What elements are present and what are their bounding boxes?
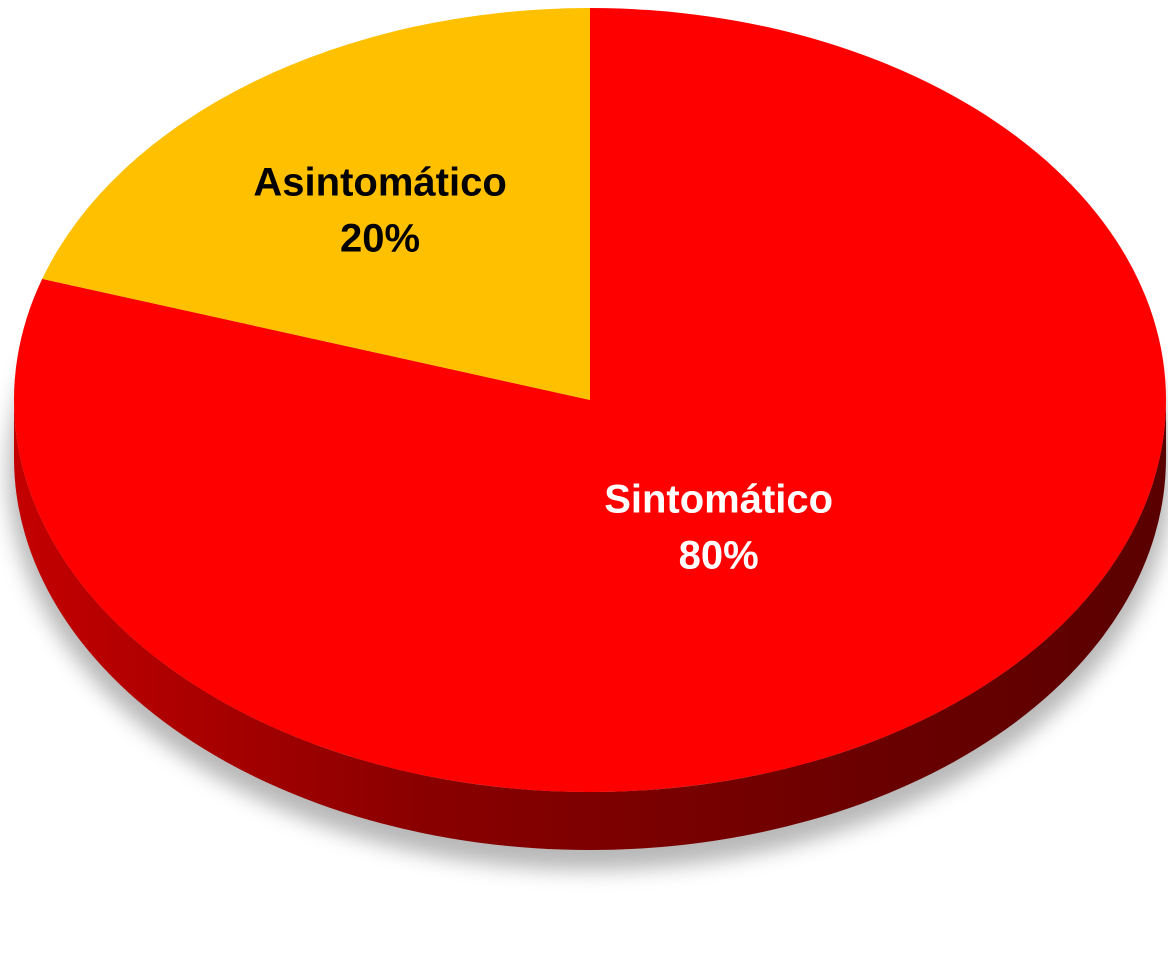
pie-labels: Sintomático 80% Asintomático 20% [253, 160, 833, 577]
pie-slice-asintomatico [42, 8, 590, 400]
slice-value-asintomatico: 20% [340, 216, 420, 260]
slice-label-sintomatico: Sintomático [604, 478, 833, 522]
slice-value-sintomatico: 80% [679, 534, 759, 578]
pie-slice-sintomatico [14, 8, 1167, 792]
slice-label-asintomatico: Asintomático [253, 160, 506, 204]
pie-slices [14, 8, 1167, 792]
